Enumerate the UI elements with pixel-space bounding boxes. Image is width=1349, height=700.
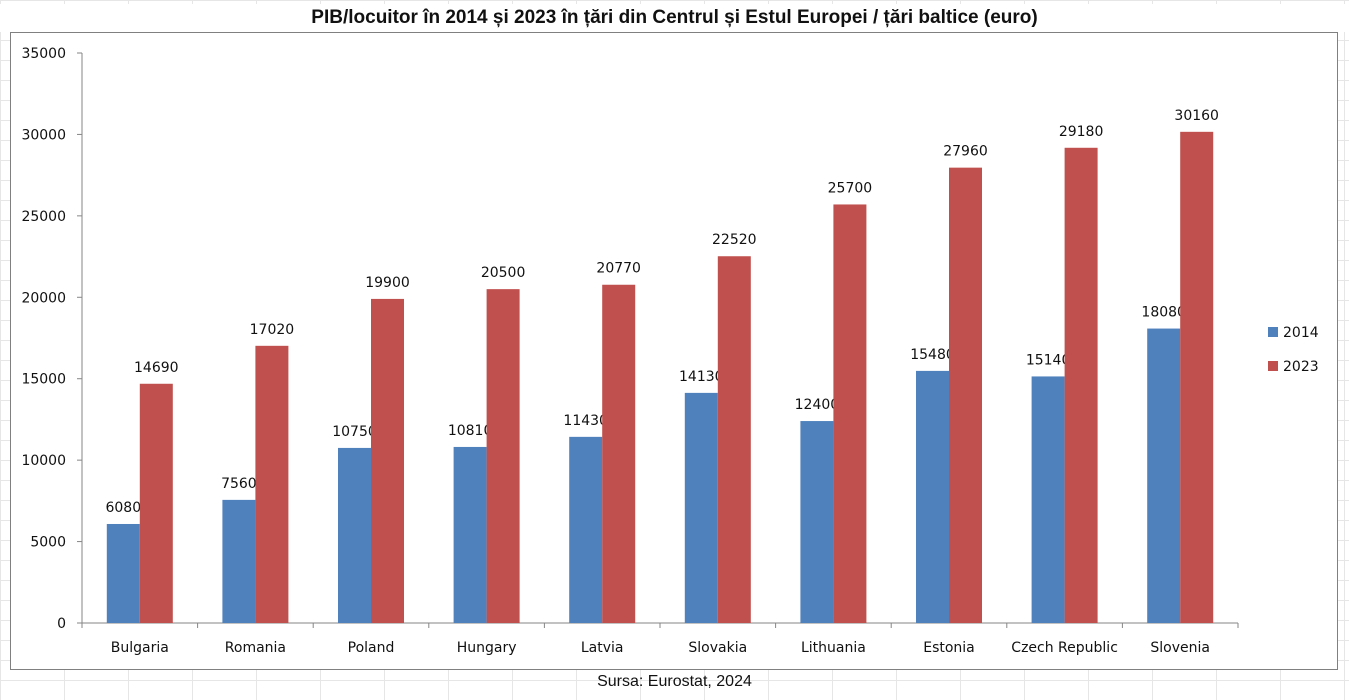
legend-label: 2014	[1283, 325, 1319, 341]
y-tick-label: 25000	[21, 209, 66, 225]
legend-swatch-2023	[1268, 361, 1278, 371]
source-note: Sursa: Eurostat, 2024	[597, 673, 752, 690]
data-label: 7560	[221, 476, 257, 492]
data-label: 14130	[679, 369, 724, 385]
data-label: 29180	[1059, 124, 1104, 140]
legend-label: 2023	[1283, 359, 1319, 375]
chart-title: PIB/locuitor în 2014 și 2023 în țări din…	[0, 4, 1349, 32]
data-label: 12400	[795, 397, 840, 413]
data-label: 17020	[250, 322, 295, 338]
bar-2014-romania	[222, 499, 256, 623]
x-category-label: Slovenia	[1150, 640, 1210, 656]
bar-2014-slovenia	[1147, 328, 1181, 623]
bar-2014-poland	[338, 447, 371, 623]
y-tick-label: 15000	[21, 372, 66, 388]
bar-2023-hungary	[486, 289, 520, 623]
x-category-label: Bulgaria	[111, 640, 169, 656]
x-category-label: Slovakia	[688, 640, 747, 656]
bar-2014-estonia	[916, 370, 949, 623]
bar-2023-poland	[371, 298, 404, 623]
x-category-label: Romania	[225, 640, 286, 656]
x-category-label: Hungary	[457, 640, 517, 656]
bar-2023-latvia	[602, 284, 636, 623]
data-label: 20500	[481, 265, 526, 281]
data-label: 25700	[828, 180, 873, 196]
y-tick-label: 35000	[21, 46, 66, 62]
bar-2023-slovenia	[1180, 131, 1214, 623]
bar-2014-czech-republic	[1031, 376, 1065, 623]
x-category-label: Poland	[348, 640, 395, 656]
y-tick-label: 5000	[30, 535, 66, 551]
x-category-label: Latvia	[581, 640, 624, 656]
x-category-label: Lithuania	[801, 640, 866, 656]
data-label: 10750	[332, 424, 377, 440]
data-label: 19900	[365, 275, 410, 291]
bar-2014-hungary	[453, 446, 487, 623]
bar-2023-estonia	[949, 167, 982, 623]
bar-2023-slovakia	[717, 256, 751, 623]
data-label: 15140	[1026, 352, 1071, 368]
bar-2023-romania	[255, 345, 289, 623]
data-label: 30160	[1174, 108, 1219, 124]
data-label: 22520	[712, 232, 757, 248]
data-label: 27960	[943, 144, 988, 160]
y-tick-label: 30000	[21, 127, 66, 143]
data-label: 6080	[105, 500, 141, 516]
data-label: 15480	[910, 347, 955, 363]
bar-2014-lithuania	[800, 421, 834, 623]
y-tick-label: 20000	[21, 290, 66, 306]
data-label: 20770	[596, 261, 641, 277]
y-tick-label: 0	[57, 616, 66, 632]
bar-2023-czech-republic	[1064, 147, 1098, 624]
y-tick-label: 10000	[21, 453, 66, 469]
legend-swatch-2014	[1268, 327, 1278, 337]
bar-2014-latvia	[569, 436, 603, 623]
data-label: 11430	[563, 413, 608, 429]
bar-2014-slovakia	[684, 392, 718, 623]
bar-2023-lithuania	[833, 204, 867, 623]
x-category-label: Estonia	[923, 640, 975, 656]
x-category-label: Czech Republic	[1011, 640, 1118, 656]
data-label: 14690	[134, 360, 179, 376]
bar-2014-bulgaria	[106, 523, 140, 623]
bar-2023-bulgaria	[139, 383, 173, 623]
data-label: 18080	[1141, 305, 1186, 321]
data-label: 10810	[448, 423, 493, 439]
